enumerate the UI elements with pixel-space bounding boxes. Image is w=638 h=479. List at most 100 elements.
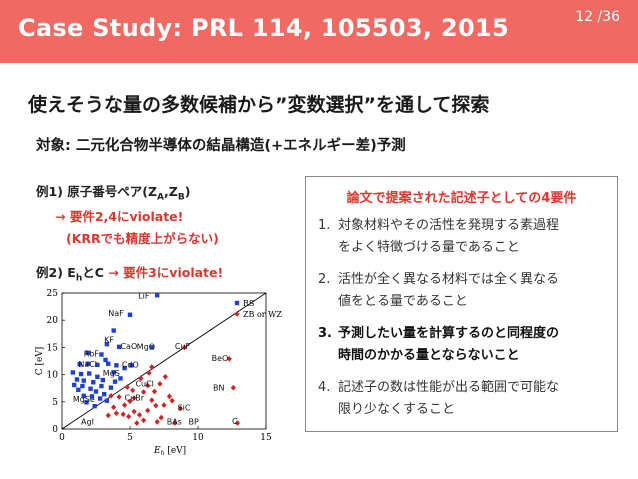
zb-point bbox=[149, 364, 155, 370]
requirement-item-1: 1. 対象材料やその活性を発現する素過程 をよく特徴づける量であること bbox=[318, 218, 560, 255]
rs-point bbox=[149, 345, 154, 350]
rs-point bbox=[93, 389, 99, 394]
compound-label: CuF bbox=[175, 342, 191, 351]
example-1-violation: → 要件2,4にviolate! bbox=[55, 209, 184, 224]
rs-point bbox=[70, 370, 76, 375]
example-2-label: 例2) EhとC → 要件3にviolate! bbox=[36, 265, 224, 284]
slide-title: Case Study: PRL 114, 105503, 2015 bbox=[18, 14, 510, 42]
zb-point bbox=[151, 388, 158, 395]
zb-point bbox=[149, 397, 155, 403]
compound-label: MgO bbox=[137, 343, 155, 352]
zb-point bbox=[105, 412, 111, 419]
zb-point bbox=[158, 414, 164, 421]
rs-point bbox=[91, 380, 96, 385]
compound-label: NaCl bbox=[78, 360, 97, 369]
zb-point bbox=[169, 397, 175, 404]
rs-point bbox=[114, 363, 119, 368]
rs-point bbox=[87, 371, 92, 376]
rs-point bbox=[89, 394, 95, 399]
rs-point bbox=[88, 386, 93, 391]
zb-point bbox=[136, 412, 143, 418]
rs-point bbox=[76, 387, 81, 393]
rs-point bbox=[80, 383, 85, 389]
rs-point bbox=[122, 365, 127, 371]
rs-point bbox=[129, 363, 134, 368]
rs-point bbox=[81, 393, 86, 399]
compound-label: MgSe bbox=[73, 395, 95, 404]
rs-point bbox=[106, 361, 111, 366]
zb-point bbox=[177, 405, 183, 412]
compound-label: C bbox=[232, 417, 238, 426]
slide-subheading: 対象: 二元化合物半導体の結晶構造(+エネルギー差)予測 bbox=[36, 138, 406, 154]
zb-point bbox=[121, 402, 128, 408]
rs-point bbox=[99, 383, 104, 389]
y-tick-label: 10 bbox=[47, 371, 59, 381]
zb-point bbox=[145, 382, 151, 389]
compound-label: BP bbox=[188, 418, 198, 427]
page-total: /36 bbox=[597, 9, 620, 25]
zb-point bbox=[146, 370, 152, 376]
compound-label: BAs bbox=[167, 418, 182, 427]
x-axis-label: Eh [eV] bbox=[153, 446, 186, 455]
compound-label: CdO bbox=[122, 361, 139, 370]
compound-label: KF bbox=[104, 336, 114, 345]
zb-point bbox=[138, 375, 144, 382]
rs-point bbox=[95, 374, 100, 379]
rs-point bbox=[74, 377, 80, 382]
zb-point bbox=[124, 384, 130, 390]
rs-point bbox=[99, 352, 104, 357]
scatter-chart: 0 5 10 15 0 5 10 15 20 25 Eh [eV] C [eV] LiF NaF KF CaO… bbox=[35, 289, 282, 455]
zb-point bbox=[120, 411, 126, 418]
zb-point bbox=[108, 393, 114, 399]
y-tick-label: 5 bbox=[52, 398, 58, 408]
legend-zb-marker bbox=[234, 311, 240, 317]
rs-point bbox=[77, 362, 82, 367]
slide-headline: 使えそうな量の多数候補から”変数選択”を通して探索 bbox=[28, 94, 490, 116]
rs-point bbox=[92, 403, 97, 409]
zb-point bbox=[141, 417, 147, 424]
requirement-item-4: 4. 記述子の数は性能が出る範囲で可能な 限り少なくすること bbox=[318, 380, 560, 417]
rs-point bbox=[85, 361, 91, 366]
compound-label: SiC bbox=[178, 404, 191, 413]
example-1-note: (KRRでも精度上がらない) bbox=[66, 231, 219, 246]
zb-point bbox=[153, 402, 159, 409]
zb-point bbox=[226, 356, 232, 362]
zb-point bbox=[172, 420, 178, 426]
compound-label: CuBr bbox=[125, 394, 145, 403]
zb-point bbox=[111, 404, 117, 411]
compound-label: CaO bbox=[120, 342, 137, 351]
compound-label: CuCl bbox=[135, 380, 153, 389]
requirement-item-2: 2. 活性が全く異なる材料では全く異なる 値をとる量であること bbox=[318, 272, 560, 309]
legend-rs-marker bbox=[234, 300, 240, 306]
zb-point bbox=[162, 373, 168, 380]
rs-point bbox=[72, 382, 77, 388]
rs-point bbox=[127, 312, 133, 317]
compound-label: RbF bbox=[84, 350, 100, 359]
zb-point bbox=[157, 381, 163, 387]
y-tick-label: 25 bbox=[47, 289, 59, 299]
rs-point bbox=[85, 350, 91, 356]
compound-label: BeO bbox=[212, 354, 229, 363]
rs-point bbox=[95, 362, 100, 368]
zb-point bbox=[113, 410, 119, 417]
rs-point bbox=[104, 398, 110, 403]
rs-point bbox=[103, 357, 108, 363]
rs-point bbox=[155, 292, 160, 298]
zb-point bbox=[234, 420, 241, 426]
plot-frame bbox=[61, 292, 267, 430]
zb-point bbox=[145, 407, 151, 414]
zb-point bbox=[134, 420, 140, 426]
compound-label: BN bbox=[213, 383, 224, 392]
rs-point bbox=[78, 371, 84, 377]
rs-point bbox=[104, 341, 110, 347]
page-number: 12 /36 bbox=[575, 9, 620, 25]
compound-label: NaF bbox=[108, 309, 124, 318]
requirements-title: 論文で提案された記述子としての4要件 bbox=[346, 191, 577, 206]
y-tick-label: 20 bbox=[47, 316, 59, 326]
rs-point bbox=[118, 376, 123, 381]
x-tick-label: 10 bbox=[192, 433, 204, 443]
legend-rs-label: RS bbox=[243, 299, 255, 308]
zb-point bbox=[230, 384, 236, 391]
title-bar: Case Study: PRL 114, 105503, 2015 12 /36 bbox=[0, 0, 638, 63]
compound-label: MgS bbox=[103, 369, 120, 378]
